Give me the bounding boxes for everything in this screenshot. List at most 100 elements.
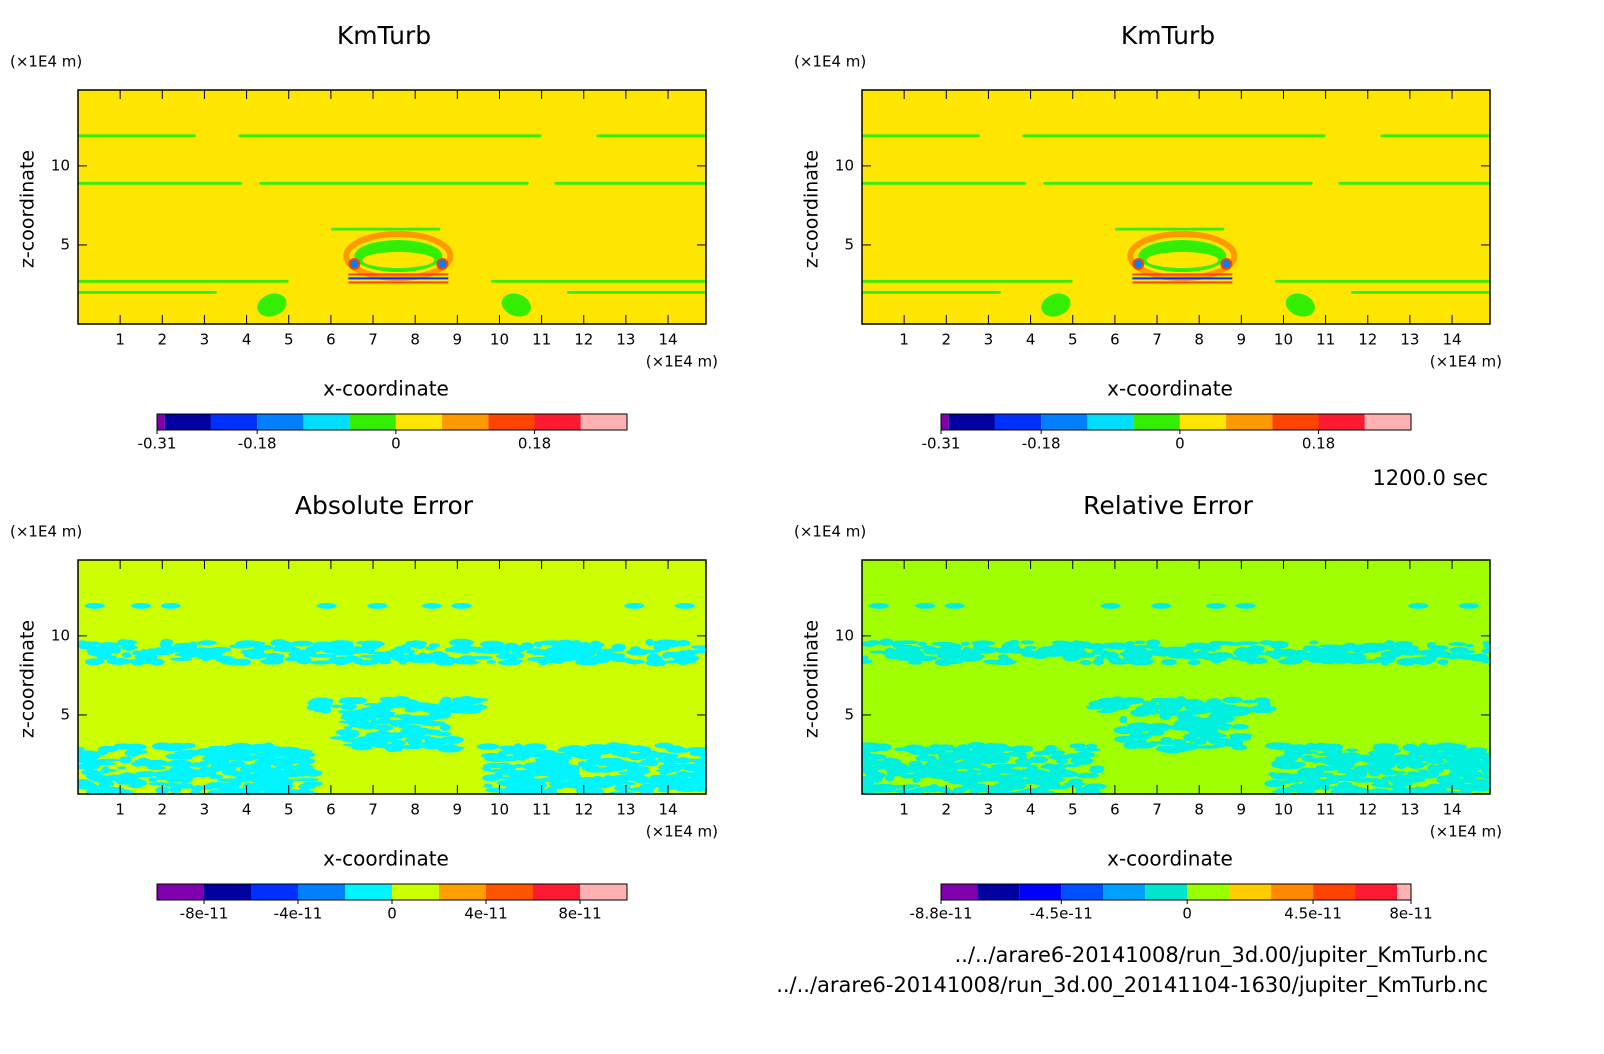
y-tick-label: 5 <box>60 235 70 253</box>
contour-region <box>624 602 645 609</box>
contour-region <box>1132 258 1145 271</box>
x-tick-label: 1 <box>899 331 909 349</box>
x-tick-label: 3 <box>200 331 210 349</box>
chart-title: Relative Error <box>1083 491 1253 520</box>
x-tick-label: 7 <box>1152 331 1162 349</box>
contour-region <box>119 645 139 650</box>
contour-region <box>1056 759 1069 765</box>
contour-region <box>1305 742 1316 749</box>
contour-region <box>1309 640 1319 645</box>
contour-region <box>459 697 474 703</box>
contour-region <box>195 748 220 756</box>
contour-region <box>625 659 645 665</box>
contour-region <box>1217 708 1236 716</box>
contour-region <box>166 782 175 787</box>
contour-region <box>862 134 981 138</box>
y-axis-label: z-coordinate <box>801 150 823 268</box>
contour-region <box>1127 722 1152 730</box>
contour-region <box>367 643 385 647</box>
colorbar-tick-label: -4.5e-11 <box>1030 905 1093 923</box>
contour-region <box>694 768 706 773</box>
contour-region <box>1161 658 1177 666</box>
contour-region <box>122 745 133 750</box>
x-tick-label: 6 <box>326 331 336 349</box>
x-axis-label: x-coordinate <box>1107 847 1233 871</box>
contour-region <box>193 648 202 654</box>
contour-region <box>1341 752 1360 756</box>
contour-region <box>1187 698 1203 706</box>
contour-region <box>160 602 181 609</box>
contour-region <box>614 784 631 792</box>
contour-region <box>1385 640 1395 646</box>
contour-region <box>1346 756 1360 761</box>
colorbar-segment <box>442 414 489 430</box>
contour-region <box>1174 701 1184 710</box>
colorbar-frame <box>156 413 628 431</box>
contour-region <box>1442 745 1463 749</box>
contour-region <box>1207 725 1216 731</box>
colorbar-segment <box>164 414 211 430</box>
contour-region <box>1115 727 1135 731</box>
contour-region <box>596 134 706 138</box>
contour-region <box>1479 753 1490 759</box>
contour-region <box>1472 653 1489 659</box>
colorbar-segment <box>580 414 627 430</box>
contour-region <box>239 765 260 773</box>
contour-region <box>270 782 294 790</box>
contour-region <box>539 754 554 761</box>
contour-region <box>1278 658 1303 665</box>
contour-region <box>1419 742 1430 751</box>
file-path: ../../arare6-20141008/run_3d.00/jupiter_… <box>955 943 1488 968</box>
contour-region <box>1274 776 1289 780</box>
contour-region <box>78 778 91 787</box>
contour-region <box>1231 723 1249 730</box>
colorbar-segment <box>1313 884 1356 900</box>
contour-region <box>907 747 926 755</box>
colorbar-segment <box>1061 884 1104 900</box>
colorbar-tick-label: -4e-11 <box>274 905 323 923</box>
contour-region <box>910 788 923 794</box>
contour-region <box>248 641 263 647</box>
contour-region <box>275 765 284 771</box>
contour-region <box>575 659 600 666</box>
contour-region <box>630 647 640 652</box>
contour-region <box>1119 651 1140 657</box>
contour-region <box>965 769 980 776</box>
contour-region <box>1444 756 1460 761</box>
contour-region <box>384 702 399 706</box>
contour-region <box>1235 641 1260 646</box>
colorbar-tick-label: -8.8e-11 <box>910 905 973 923</box>
colorbar-segment <box>1364 414 1411 430</box>
contour-region <box>662 780 686 785</box>
contour-region <box>1051 640 1070 645</box>
contour-region <box>1483 643 1490 650</box>
contour-region <box>1040 790 1055 794</box>
contour-region <box>1308 746 1328 751</box>
chart-title: Absolute Error <box>295 491 474 520</box>
colorbar-tick-label: -8e-11 <box>180 905 229 923</box>
contour-region <box>1318 781 1329 787</box>
contour-region <box>546 786 557 793</box>
contour-region <box>659 769 669 776</box>
contour-region <box>921 770 934 775</box>
contour-region <box>1137 744 1148 749</box>
contour-region <box>1281 754 1304 759</box>
contour-region <box>1406 771 1417 778</box>
contour-region <box>1353 654 1367 660</box>
contour-region <box>78 643 88 648</box>
contour-region <box>278 788 292 794</box>
contour-region <box>148 782 169 786</box>
contour-region <box>1033 751 1046 756</box>
y-unit: (×1E4 m) <box>794 53 866 71</box>
contour-region <box>1446 653 1459 660</box>
contour-region <box>1132 277 1233 280</box>
contour-region <box>901 644 913 649</box>
contour-region <box>1380 134 1490 138</box>
contour-region <box>491 279 706 283</box>
plot-frame <box>861 559 1491 795</box>
contour-region <box>262 774 289 781</box>
contour-region <box>997 654 1009 659</box>
contour-region <box>1338 181 1490 185</box>
contour-region <box>587 645 603 651</box>
contour-region <box>78 279 289 283</box>
